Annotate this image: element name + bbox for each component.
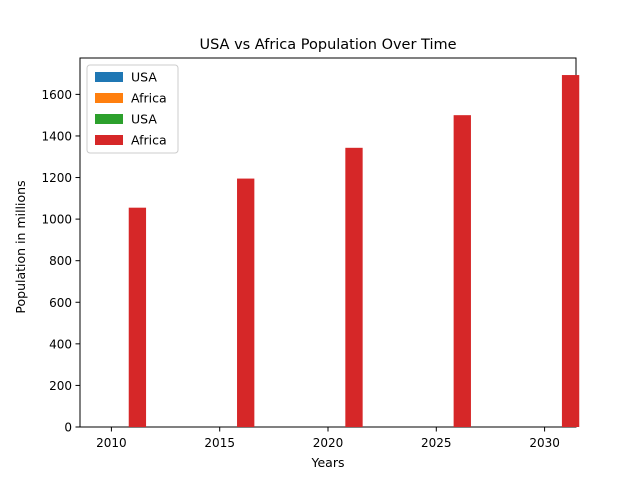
y-tick-label: 400: [49, 337, 72, 351]
y-tick-label: 600: [49, 296, 72, 310]
y-tick-label: 0: [64, 421, 72, 435]
x-axis-label: Years: [311, 455, 345, 470]
y-tick-label: 800: [49, 254, 72, 268]
legend-label: Africa: [131, 91, 167, 106]
bar-africa-2020: [345, 147, 363, 428]
x-tick-label: 2010: [96, 436, 127, 450]
y-tick-label: 1200: [41, 171, 72, 185]
legend-swatch: [95, 114, 123, 124]
legend-swatch: [95, 93, 123, 103]
x-tick-label: 2020: [313, 436, 344, 450]
bar-africa-2015: [237, 178, 255, 427]
legend: USA Africa USA Africa: [86, 64, 179, 154]
chart-title: USA vs Africa Population Over Time: [199, 37, 456, 53]
x-tick-label: 2015: [204, 436, 235, 450]
bars-layer: [128, 75, 580, 428]
bar-africa-2030: [561, 75, 580, 428]
legend-swatch: [95, 135, 123, 145]
bar-africa-2025: [453, 115, 471, 428]
y-tick-label: 200: [49, 379, 72, 393]
bar-africa-2010: [128, 207, 147, 427]
x-axis: 2010 2015 2020 2025 2030: [96, 427, 560, 450]
y-tick-label: 1600: [41, 88, 72, 102]
legend-label: USA: [131, 112, 157, 127]
y-tick-label: 1000: [41, 213, 72, 227]
legend-label: USA: [131, 70, 157, 85]
x-tick-label: 2030: [529, 436, 560, 450]
y-tick-label: 1400: [41, 129, 72, 143]
legend-swatch: [95, 72, 123, 82]
y-axis: 0 200 400 600 800 1000 1200 1400 1600: [41, 88, 80, 435]
legend-label: Africa: [131, 133, 167, 148]
x-tick-label: 2025: [421, 436, 452, 450]
legend-box: [86, 64, 179, 154]
y-axis-label: Population in millions: [13, 180, 28, 313]
